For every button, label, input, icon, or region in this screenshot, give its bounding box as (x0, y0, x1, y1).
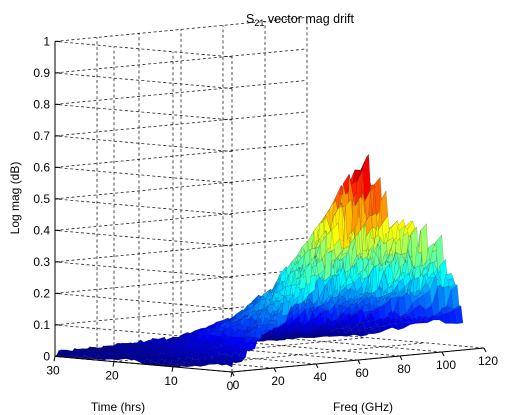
y-tick-labels: 30 20 10 0 (46, 356, 234, 393)
z-tick-label: 0.8 (33, 97, 50, 111)
y-tick-mark (171, 366, 174, 372)
z-tick-label: 0.3 (33, 255, 50, 269)
chart-title: S21 vector mag drift (246, 12, 354, 28)
grid-line (180, 344, 359, 361)
z-tick-label: 0.7 (33, 129, 50, 143)
grid-line (54, 80, 308, 105)
x-tick-label: 60 (355, 366, 369, 380)
y-axis-line (54, 355, 233, 373)
x-tick-mark (483, 347, 487, 353)
x-tick-mark (399, 355, 403, 361)
x-tick-label: 80 (397, 362, 411, 376)
surface-mesh (54, 154, 464, 368)
z-tick-label: 0.9 (33, 66, 50, 80)
y-tick-label: 10 (164, 374, 178, 388)
grid-line (54, 198, 233, 215)
y-tick-mark (53, 356, 56, 362)
y-tick-label: 0 (227, 379, 234, 393)
grid-line (264, 336, 443, 353)
z-tick-label: 0.4 (33, 223, 50, 237)
grid-line (172, 342, 426, 368)
y-tick-mark (112, 361, 115, 367)
z-tick-label: 0 (43, 349, 50, 363)
surface-cell (455, 306, 464, 324)
grid-line (222, 340, 401, 357)
grid-line (54, 135, 233, 152)
x-tick-label: 40 (313, 370, 327, 384)
grid-line (54, 293, 233, 310)
grid-line (54, 261, 233, 278)
y-tick-label: 30 (46, 363, 60, 377)
x-tick-mark (273, 367, 277, 373)
grid-line (54, 104, 233, 121)
y-tick-label: 20 (105, 369, 119, 383)
y-axis-label: Time (hrs) (91, 400, 145, 414)
z-tick-label: 1 (43, 34, 50, 48)
z-axis-label: Log mag (dB) (8, 162, 22, 235)
z-tick-label: 0.2 (33, 286, 50, 300)
x-axis-label: Freq (GHz) (333, 400, 393, 414)
z-tick-label: 0.5 (33, 192, 50, 206)
grid-line (54, 230, 233, 247)
y-tick-mark (230, 371, 233, 378)
x-tick-mark (357, 359, 361, 365)
grid-line (54, 167, 233, 184)
x-tick-mark (315, 363, 319, 369)
grid-line (54, 72, 233, 89)
x-tick-label: 120 (478, 354, 498, 368)
grid-line (306, 332, 485, 349)
z-tick-label: 0.1 (33, 318, 50, 332)
z-tick-label: 0.6 (33, 160, 50, 174)
x-tick-labels: 0 20 40 60 80 100 120 (231, 347, 498, 392)
grid-line (54, 174, 308, 200)
x-tick-label: 20 (271, 374, 285, 388)
z-tick-labels: 0 0.1 0.2 0.3 0.4 0.5 0.6 0.7 0.8 0.9 1 (33, 34, 60, 363)
x-tick-mark (441, 351, 445, 357)
grid-line (54, 206, 308, 231)
x-tick-label: 100 (436, 358, 456, 372)
x-tick-label: 0 (233, 378, 240, 392)
grid-line (54, 41, 233, 58)
